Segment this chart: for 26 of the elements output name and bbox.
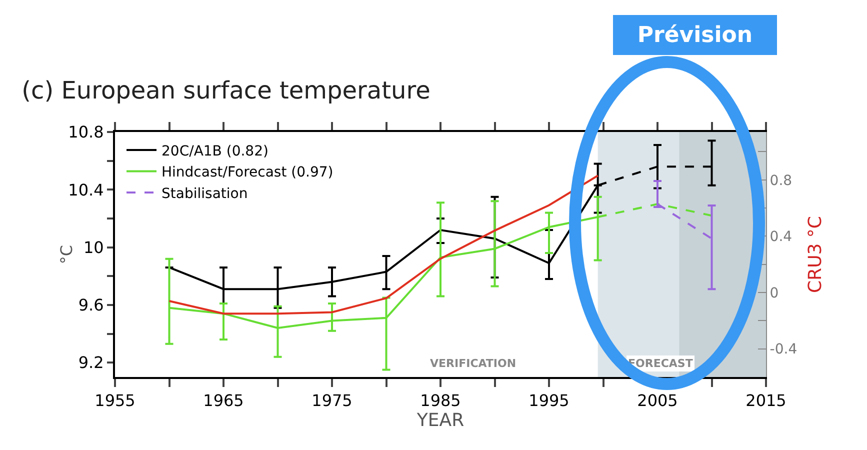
y-tick-label: 10.4 xyxy=(68,180,104,200)
band-label: FORECAST xyxy=(628,357,694,370)
annotation: VERIFICATION xyxy=(430,357,516,370)
x-tick-label: 1975 xyxy=(312,391,352,410)
x-tick-label: 1995 xyxy=(528,391,570,410)
y2-tick-label: 0 xyxy=(770,285,779,302)
y-axis-title: °C xyxy=(57,244,76,264)
y2-tick-label: 0.8 xyxy=(770,172,792,189)
chart-title: (c) European surface temperature xyxy=(22,76,430,104)
legend-label: 20C/A1B (0.82) xyxy=(162,144,268,160)
y-tick-label: 10.8 xyxy=(68,122,104,142)
x-tick-label: 1965 xyxy=(203,391,244,410)
x-axis-title: YEAR xyxy=(416,410,464,432)
x-tick-label: 2005 xyxy=(637,391,678,410)
x-tick-label: 2015 xyxy=(746,391,786,410)
y-tick-label: 9.2 xyxy=(78,353,104,372)
y2-axis-title: CRU3 °C xyxy=(805,216,826,293)
y-tick-label: 10 xyxy=(83,238,104,257)
text: Prévision xyxy=(613,15,777,55)
y-tick-label: 9.6 xyxy=(78,296,104,315)
y2-tick-label: -0.4 xyxy=(770,342,798,358)
x-tick-label: 1985 xyxy=(420,391,461,410)
y2-tick-label: 0.4 xyxy=(770,229,792,246)
legend-label: Hindcast/Forecast (0.97) xyxy=(162,164,334,181)
legend-label: Stabilisation xyxy=(162,186,248,202)
x-tick-label: 1955 xyxy=(94,391,136,410)
